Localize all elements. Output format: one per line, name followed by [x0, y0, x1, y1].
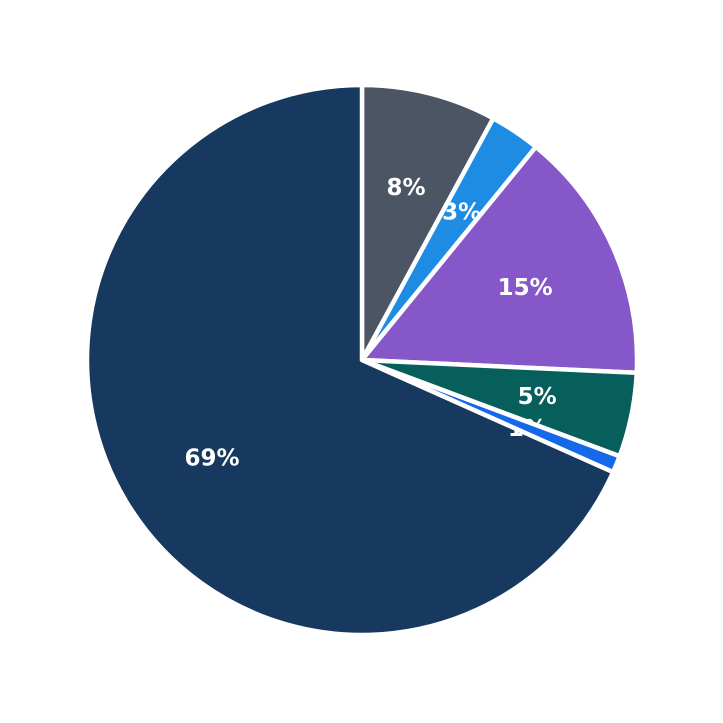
pie-slice-label: 8% [386, 175, 425, 201]
pie-slice-label: 69% [184, 445, 239, 471]
pie-slice-label: 15% [498, 275, 553, 301]
pie-slice [359, 82, 496, 363]
pie-slice [359, 357, 622, 475]
pie-slice-label: 5% [518, 384, 557, 410]
pie-slice [84, 82, 616, 638]
pie-slice [359, 144, 640, 376]
pie-slice-label: 3% [442, 200, 481, 226]
